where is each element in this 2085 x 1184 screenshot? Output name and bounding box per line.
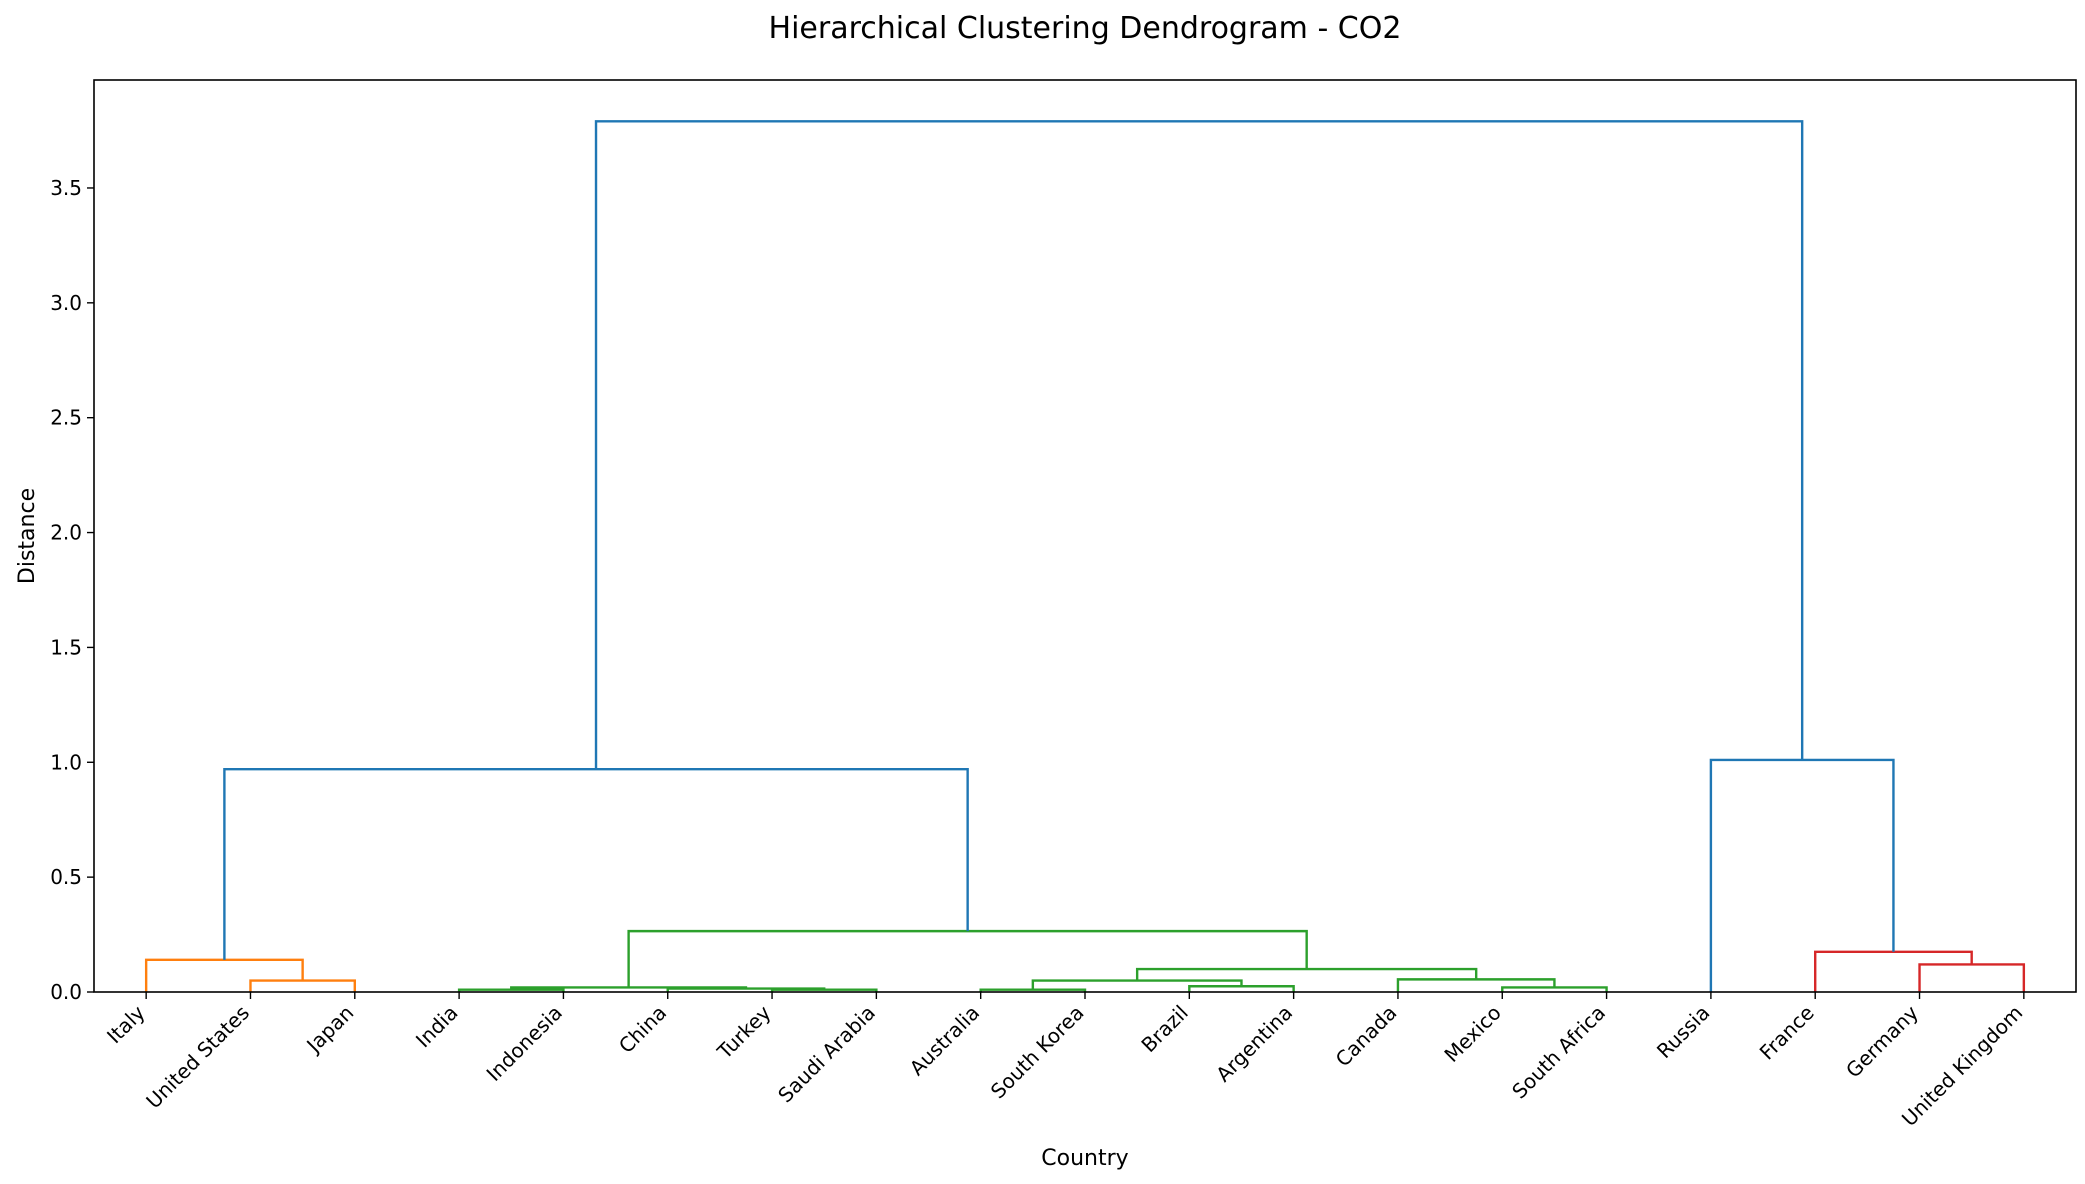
leaf-label: Brazil [1136, 1001, 1192, 1057]
dendrogram-link [1918, 963, 2026, 992]
dendrogram-link [979, 988, 1087, 992]
dendrogram-link [144, 958, 304, 992]
dendrogram-link [249, 979, 356, 992]
leaf-label: Australia [905, 1001, 985, 1081]
y-tick-label: 3.5 [50, 176, 82, 200]
dendrogram-link [594, 120, 1804, 770]
dendrogram-link [1814, 950, 1973, 992]
leaf-label: Italy [102, 1000, 150, 1048]
leaf-label: Turkey [712, 1000, 776, 1064]
leaf-label: Argentina [1211, 1001, 1297, 1087]
leaf-label: Mexico [1439, 1001, 1505, 1067]
dendrogram-link [510, 986, 748, 990]
leaf-label: India [411, 1001, 463, 1053]
y-tick-label: 1.5 [50, 635, 82, 659]
chart-title: Hierarchical Clustering Dendrogram - CO2 [769, 11, 1402, 46]
leaf-label: Canada [1331, 1001, 1402, 1072]
leaf-label: United States [141, 1001, 254, 1114]
dendrogram-link [627, 929, 1308, 988]
leaf-label: Japan [300, 1001, 358, 1059]
plot-frame [93, 79, 2077, 993]
leaf-label: France [1755, 1001, 1819, 1065]
y-tick-label: 1.0 [50, 750, 82, 774]
dendrogram-link [1188, 985, 1295, 992]
dendrogram-link [1709, 758, 1895, 992]
leaf-label: Indonesia [482, 1001, 567, 1086]
dendrogram-link [1031, 979, 1243, 990]
dendrogram-link [1396, 978, 1556, 992]
x-axis-label: Country [1041, 1146, 1128, 1171]
dendrogram-link [1501, 986, 1608, 992]
dendrogram-links [144, 120, 2026, 992]
y-tick-label: 0.5 [50, 865, 82, 889]
leaf-label: Germany [1841, 1000, 1923, 1082]
y-tick-label: 3.0 [50, 291, 82, 315]
dendrogram-link [223, 767, 969, 960]
dendrogram-link [457, 988, 565, 992]
leaf-label: Saudi Arabia [773, 1001, 880, 1108]
y-axis-label: Distance [15, 488, 40, 584]
leaf-label: Russia [1652, 1001, 1714, 1063]
leaf-label: South Africa [1507, 1001, 1610, 1104]
y-axis: 0.0 0.5 1.0 1.5 2.0 2.5 3.0 3.5 [50, 176, 94, 1004]
y-tick-label: 0.0 [50, 980, 82, 1004]
leaf-label: South Korea [986, 1001, 1089, 1104]
y-tick-label: 2.5 [50, 406, 82, 430]
dendrogram-link [1135, 967, 1478, 981]
leaf-label: China [614, 1001, 671, 1058]
y-tick-label: 2.0 [50, 521, 82, 545]
